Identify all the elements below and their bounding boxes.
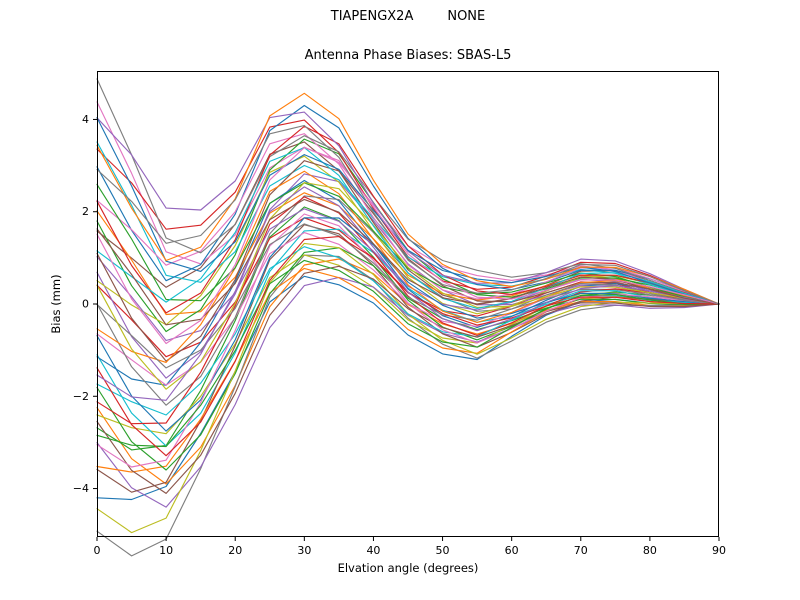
bias-series-line (96, 254, 720, 435)
x-tick-label: 90 (712, 544, 726, 557)
x-tick-label: 10 (159, 544, 173, 557)
bias-series-line (96, 124, 720, 305)
bias-series-line (96, 160, 720, 362)
radome-label: NONE (447, 9, 486, 24)
y-axis-label: Bias (mm) (49, 274, 63, 334)
bias-series-line (96, 246, 720, 416)
bias-series-line (96, 259, 720, 448)
bias-series-line (96, 228, 720, 447)
axes-frame (97, 71, 719, 537)
bias-series-line (96, 179, 720, 386)
bias-series-line (96, 196, 720, 425)
y-tick-label: 4 (82, 113, 89, 126)
bias-series-line (96, 173, 720, 379)
bias-series-line (96, 125, 720, 314)
plot-area: 0 10 20 30 40 50 60 70 80 90 −4 −2 0 2 4 (73, 71, 726, 557)
x-tick-label: 40 (366, 544, 380, 557)
bias-series-line (96, 147, 720, 345)
y-tick-label: 2 (82, 205, 89, 218)
bias-series-line (96, 208, 720, 342)
x-tick-label: 50 (436, 544, 450, 557)
bias-series-line (96, 111, 720, 305)
bias-series-line (96, 78, 720, 305)
bias-series-line (96, 141, 720, 305)
bias-series-line (96, 265, 720, 494)
x-axis-label: Elvation angle (degrees) (337, 561, 479, 575)
station-id-label: TIAPENGX2A (330, 9, 414, 24)
bias-series-line (96, 170, 720, 363)
figure-suptitle: TIAPENGX2A NONE (97, 9, 719, 24)
x-tick-label: 60 (505, 544, 519, 557)
x-tick-label: 0 (94, 544, 101, 557)
y-tick-label: 0 (82, 298, 89, 311)
bias-series-line (96, 223, 720, 369)
bias-series-line (96, 92, 720, 305)
bias-series-line (96, 117, 720, 305)
bias-series-line (96, 247, 720, 471)
bias-series-line (96, 147, 720, 309)
bias-series-line (96, 182, 720, 305)
x-tick-label: 80 (643, 544, 657, 557)
y-tick-label: −2 (73, 390, 89, 403)
y-tick-label: −4 (73, 482, 89, 495)
bias-series-line (96, 258, 720, 485)
bias-series-line (96, 186, 720, 401)
bias-series-line (96, 276, 720, 508)
x-tick-label: 70 (574, 544, 588, 557)
bias-series-line (96, 206, 720, 451)
bias-series-line (96, 182, 720, 390)
x-tick-label: 30 (297, 544, 311, 557)
x-tick-label: 20 (228, 544, 242, 557)
chart-title: Antenna Phase Biases: SBAS-L5 (304, 48, 512, 63)
